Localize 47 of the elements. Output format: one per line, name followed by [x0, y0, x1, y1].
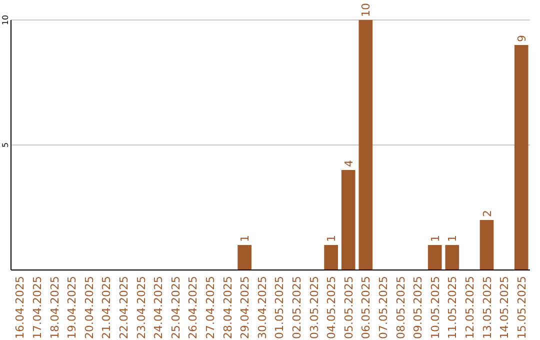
- x-tick-label: 24.04.2025: [152, 276, 166, 339]
- x-tick-label: 30.04.2025: [256, 276, 269, 339]
- x-tick-label: 06.05.2025: [360, 276, 373, 339]
- data-label: 1: [446, 235, 460, 242]
- x-tick-label: 16.04.2025: [14, 276, 27, 339]
- bar: [514, 45, 528, 270]
- y-tick-label: 5: [1, 142, 10, 148]
- x-tick-label: 02.05.2025: [290, 276, 304, 339]
- x-tick-label: 22.04.2025: [117, 276, 130, 339]
- bar: [324, 245, 338, 270]
- x-tick-label: 17.04.2025: [30, 276, 44, 339]
- x-tick-label: 10.05.2025: [428, 276, 442, 339]
- x-tick-label: 14.05.2025: [498, 276, 512, 339]
- x-tick-label: 25.04.2025: [169, 276, 182, 339]
- x-tick-label: 29.04.2025: [238, 276, 252, 339]
- data-label: 2: [480, 210, 494, 217]
- x-tick-label: 05.05.2025: [342, 276, 356, 339]
- data-label: 10: [360, 3, 373, 17]
- x-tick-label: 12.05.2025: [463, 276, 476, 339]
- x-tick-label: 13.05.2025: [480, 276, 494, 339]
- bar: [445, 245, 460, 270]
- x-tick-label: 21.04.2025: [100, 276, 114, 339]
- x-tick-label: 15.05.2025: [515, 276, 528, 339]
- data-label: 1: [238, 235, 252, 242]
- bar: [480, 220, 494, 270]
- x-tick-label: 04.05.2025: [325, 276, 338, 339]
- x-tick-label: 19.04.2025: [66, 276, 79, 339]
- data-label: 4: [342, 160, 356, 167]
- bar: [358, 20, 373, 270]
- x-tick-label: 23.04.2025: [134, 276, 148, 339]
- x-tick-label: 20.04.2025: [82, 276, 96, 339]
- x-tick-label: 03.05.2025: [308, 276, 321, 339]
- x-tick-label: 11.05.2025: [446, 276, 460, 339]
- x-tick-label: 26.04.2025: [186, 276, 200, 339]
- data-label: 1: [428, 235, 442, 242]
- bar: [428, 245, 442, 270]
- x-tick-label: 01.05.2025: [273, 276, 286, 339]
- data-label: 1: [325, 235, 338, 242]
- x-tick-label: 18.04.2025: [48, 276, 62, 339]
- x-tick-label: 08.05.2025: [394, 276, 408, 339]
- x-tick-label: 27.04.2025: [204, 276, 217, 339]
- bar: [341, 170, 356, 270]
- x-tick-label: 28.04.2025: [221, 276, 234, 339]
- x-tick-label: 09.05.2025: [412, 276, 425, 339]
- bar: [238, 245, 252, 270]
- data-label: 9: [515, 35, 528, 42]
- x-tick-label: 07.05.2025: [376, 276, 390, 339]
